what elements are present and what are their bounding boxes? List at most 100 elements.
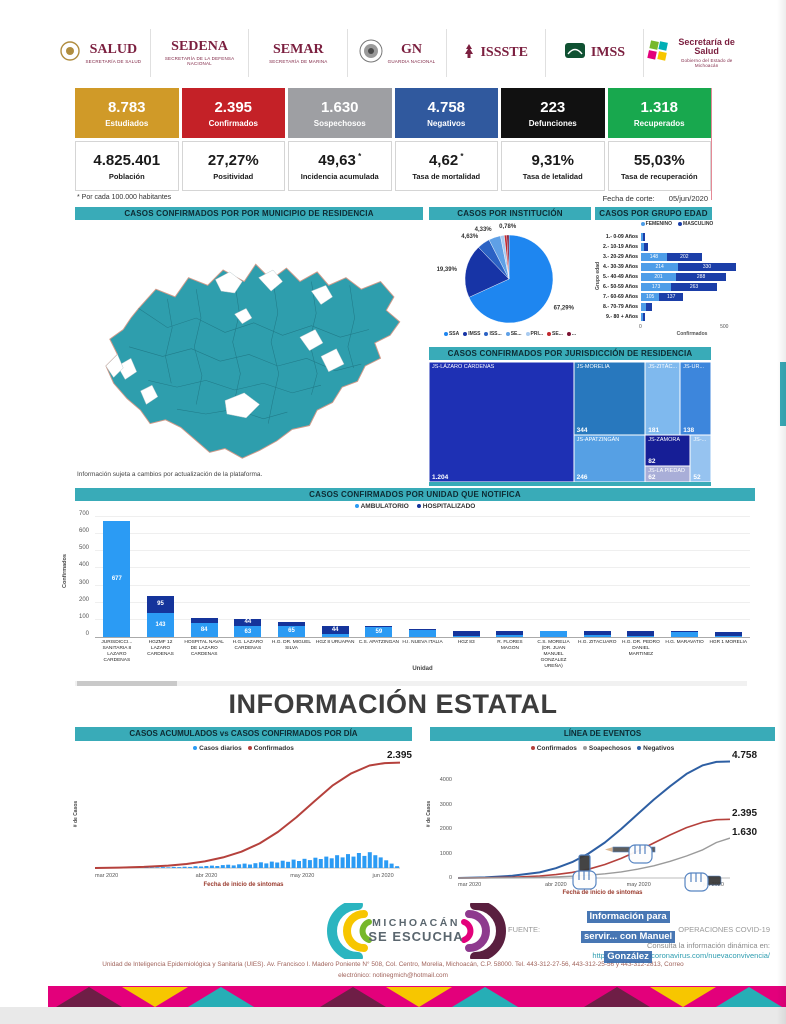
jurisdiccion-treemap[interactable]: JS-LÁZARO CÁRDENAS 1.204 JS-MORELIA 344 JS-A… — [429, 362, 711, 482]
fuente-line: FUENTE: OPERACIONES COVID-19 — [508, 925, 770, 934]
age-segment: 137 — [659, 293, 684, 301]
bar-segment-ambulatorio — [627, 635, 655, 637]
pie-legend: SSA IMSS ISS... SE... PRI... SE...... — [429, 331, 591, 337]
pie-label: 19,39% — [437, 267, 458, 273]
stat-card-recuperados: 1.318 Recuperados — [607, 88, 711, 138]
legend-dot-icon — [193, 746, 198, 750]
treemap-cell-name: JS-UR... — [683, 364, 705, 370]
daily-bar — [264, 863, 269, 868]
acumulados-chart[interactable]: # de Casos mar 2020 abr 2020 may 2020 jun 2… — [73, 750, 412, 906]
logo-gn: GN GUARDIA NACIONAL — [348, 29, 447, 77]
logo-subtitle: SECRETARÍA DE SALUD — [85, 58, 142, 64]
daily-bar — [297, 861, 301, 868]
daily-bar — [242, 863, 247, 868]
eventos-legend: Confirmados Soapechosos Negativos — [430, 745, 775, 752]
line-sospechosos — [458, 837, 730, 879]
bar-column[interactable]: 65 — [270, 517, 314, 637]
logo-name: GN — [401, 41, 423, 57]
x-tick: 500 — [720, 324, 729, 330]
bar-column[interactable]: 677 — [95, 517, 139, 637]
legend-dot-icon — [582, 746, 587, 750]
stat-value: 2.395 — [214, 98, 253, 116]
rate-card: 27,27% Positividad — [181, 141, 285, 191]
y-tick: 3000 — [439, 801, 452, 808]
annotation-sospechosos: 1.630 — [732, 827, 758, 839]
logo-salud: SALUD SECRETARÍA DE SALUD — [52, 29, 151, 77]
treemap-cell[interactable]: JS-ZAMORA 82 — [645, 434, 691, 466]
bar-column[interactable] — [401, 517, 445, 637]
page-edge-shadow — [777, 0, 786, 1024]
bar-column[interactable]: 44 — [313, 517, 357, 637]
section-title-municipio: CASOS CONFIRMADOS POR POR MUNICIPIO DE R… — [75, 207, 423, 220]
michoacan-map[interactable] — [75, 222, 423, 462]
legend-label: Negativos — [643, 745, 675, 752]
age-bar-chart[interactable]: 1.- 0-09 Años 2.- 10-19 Años 3.- 20-29 Año… — [592, 232, 762, 322]
pie-slice-SSA — [468, 234, 554, 324]
bar-column[interactable] — [663, 517, 707, 637]
band-triangle — [452, 987, 518, 1007]
daily-bar — [280, 860, 285, 868]
legend-item: AMBULATORIO — [354, 503, 409, 510]
legend-item: SSA — [443, 331, 459, 337]
bar-column[interactable]: 84 — [182, 517, 226, 637]
bar-column[interactable] — [575, 517, 619, 637]
logo-name: SEMAR — [273, 41, 324, 57]
pie-label: 67,29% — [554, 306, 575, 312]
unit-bar-chart[interactable]: 677 95 143 84 44 63 65 44 59 — [95, 516, 750, 638]
daily-bar — [231, 865, 236, 868]
scrollbar-thumb[interactable] — [77, 681, 177, 686]
band-triangle — [584, 987, 650, 1007]
treemap-cell-name: JS-LA PIEDAD — [648, 467, 685, 474]
treemap-cell[interactable]: JS-LA PIEDAD 62 — [645, 465, 691, 482]
rate-card: 4.825.401 Población — [75, 141, 179, 191]
embedded-viz-edge — [780, 362, 786, 426]
treemap-cell[interactable]: JS-LÁZARO CÁRDENAS 1.204 — [429, 362, 574, 482]
age-x-axis-label: Confirmados — [676, 331, 708, 337]
bar-column[interactable] — [488, 517, 532, 637]
daily-bar — [253, 863, 258, 868]
daily-bar — [160, 867, 165, 868]
age-row: 7.- 60-69 Años 105 137 — [592, 292, 762, 302]
daily-bar — [171, 866, 176, 868]
y-tick: 100 — [78, 613, 89, 620]
bar-segment-ambulatorio: 84 — [190, 622, 218, 637]
band-triangle — [386, 987, 452, 1007]
bar-column[interactable]: 95 143 — [139, 517, 183, 637]
eventos-panel: LÍNEA DE EVENTOS Confirmados Soapechosos N… — [426, 727, 775, 906]
bar-column[interactable]: 44 63 — [226, 517, 270, 637]
daily-bar — [384, 860, 389, 868]
age-category-label: 1.- 0-09 Años — [605, 234, 638, 240]
page-bottom-margin — [0, 1007, 786, 1024]
treemap-cell[interactable]: JS-ZITÁC... 181 — [645, 362, 681, 435]
logo-subtitle: GUARDIA NACIONAL — [387, 58, 436, 64]
institucion-pie-chart[interactable]: 67,29% 19,39% 4,63%4,33% 0,78% — [429, 221, 591, 331]
treemap-cell[interactable]: JS-APATZINGÁN 246 — [573, 434, 646, 482]
michoacan-se-escucha-logo: MICHOACÁN SE ESCUCHA — [296, 900, 536, 962]
bar-segment-ambulatorio — [671, 631, 699, 637]
treemap-cell[interactable]: JS-UR... 138 — [680, 362, 711, 435]
bar-column[interactable] — [706, 517, 750, 637]
age-bar: 214 330 — [641, 263, 736, 271]
treemap-cell[interactable]: JS-MORELIA 344 — [573, 362, 646, 435]
y-tick: 0 — [448, 875, 452, 881]
bar-column[interactable] — [444, 517, 488, 637]
dynamic-info-link[interactable]: https://michoacancoronavirus.com/nuevaco… — [592, 951, 770, 960]
logo-subtitle: SECRETARÍA DE LA DEFENSA NACIONAL — [164, 56, 235, 66]
age-segment — [641, 303, 646, 311]
bar-column[interactable] — [532, 517, 576, 637]
legend-item: FEMENINO — [640, 221, 672, 227]
legend-label: SE... — [552, 331, 563, 337]
treemap-cell[interactable]: JS-... 52 — [690, 434, 711, 482]
band-triangle — [56, 987, 122, 1007]
x-tick: mar 2020 — [95, 873, 119, 879]
x-tick: abr 2020 — [195, 873, 218, 879]
issste-emblem-icon — [463, 43, 475, 64]
bar-column[interactable]: 59 — [357, 517, 401, 637]
logo-name: ISSSTE — [480, 45, 528, 60]
rate-value: 9,31% — [531, 151, 575, 169]
bar-column[interactable] — [619, 517, 663, 637]
bar-segment-hospitalizado — [365, 626, 393, 627]
horizontal-scrollbar[interactable] — [75, 681, 747, 686]
